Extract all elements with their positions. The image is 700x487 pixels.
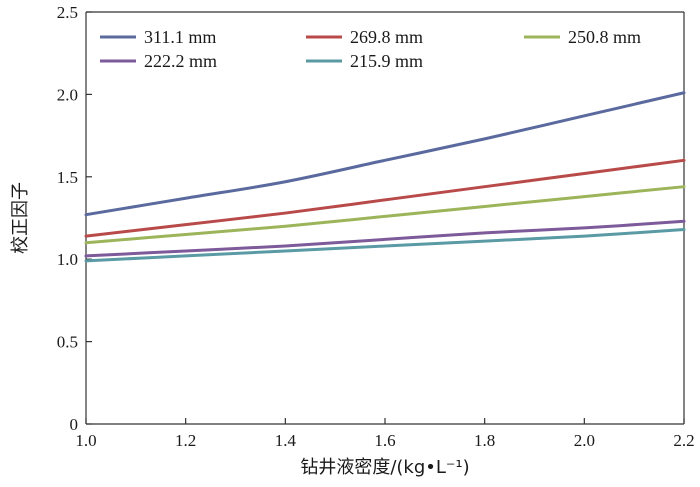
legend-label: 250.8 mm	[568, 27, 641, 47]
x-tick-label: 1.0	[75, 431, 96, 450]
y-tick-label: 0	[70, 415, 79, 434]
x-tick-label: 1.6	[374, 431, 395, 450]
series-line-4	[84, 228, 686, 263]
y-tick-label: 1.5	[57, 168, 78, 187]
series-line-3	[84, 219, 686, 258]
x-axis-title: 钻井液密度/(kg•L⁻¹)	[300, 457, 469, 478]
series-lines	[84, 91, 686, 263]
legend-label: 269.8 mm	[350, 27, 423, 47]
y-ticks: 0 0.5 1.0 1.5 2.0 2.5	[57, 3, 92, 434]
legend-label: 311.1 mm	[144, 27, 216, 47]
x-tick-label: 2.0	[574, 431, 595, 450]
y-tick-label: 0.5	[57, 333, 78, 352]
series-line-0	[84, 91, 686, 217]
legend-label: 222.2 mm	[144, 51, 217, 71]
y-tick-label: 1.0	[57, 250, 78, 269]
x-tick-label: 1.4	[275, 431, 297, 450]
y-axis-title: 校正因子	[10, 182, 31, 254]
legend: 311.1 mm 269.8 mm 250.8 mm 222.2 mm 215.9 mm	[100, 27, 641, 71]
series-line-2	[84, 185, 686, 245]
series-line-1	[84, 158, 686, 238]
x-tick-label: 1.2	[175, 431, 196, 450]
y-tick-label: 2.5	[57, 3, 78, 22]
legend-label: 215.9 mm	[350, 51, 423, 71]
axes	[85, 11, 685, 425]
x-tick-label: 1.8	[474, 431, 495, 450]
x-tick-label: 2.2	[673, 431, 694, 450]
x-ticks: 1.0 1.2 1.4 1.6 1.8 2.0 2.2	[75, 418, 695, 450]
y-tick-label: 2.0	[57, 85, 78, 104]
